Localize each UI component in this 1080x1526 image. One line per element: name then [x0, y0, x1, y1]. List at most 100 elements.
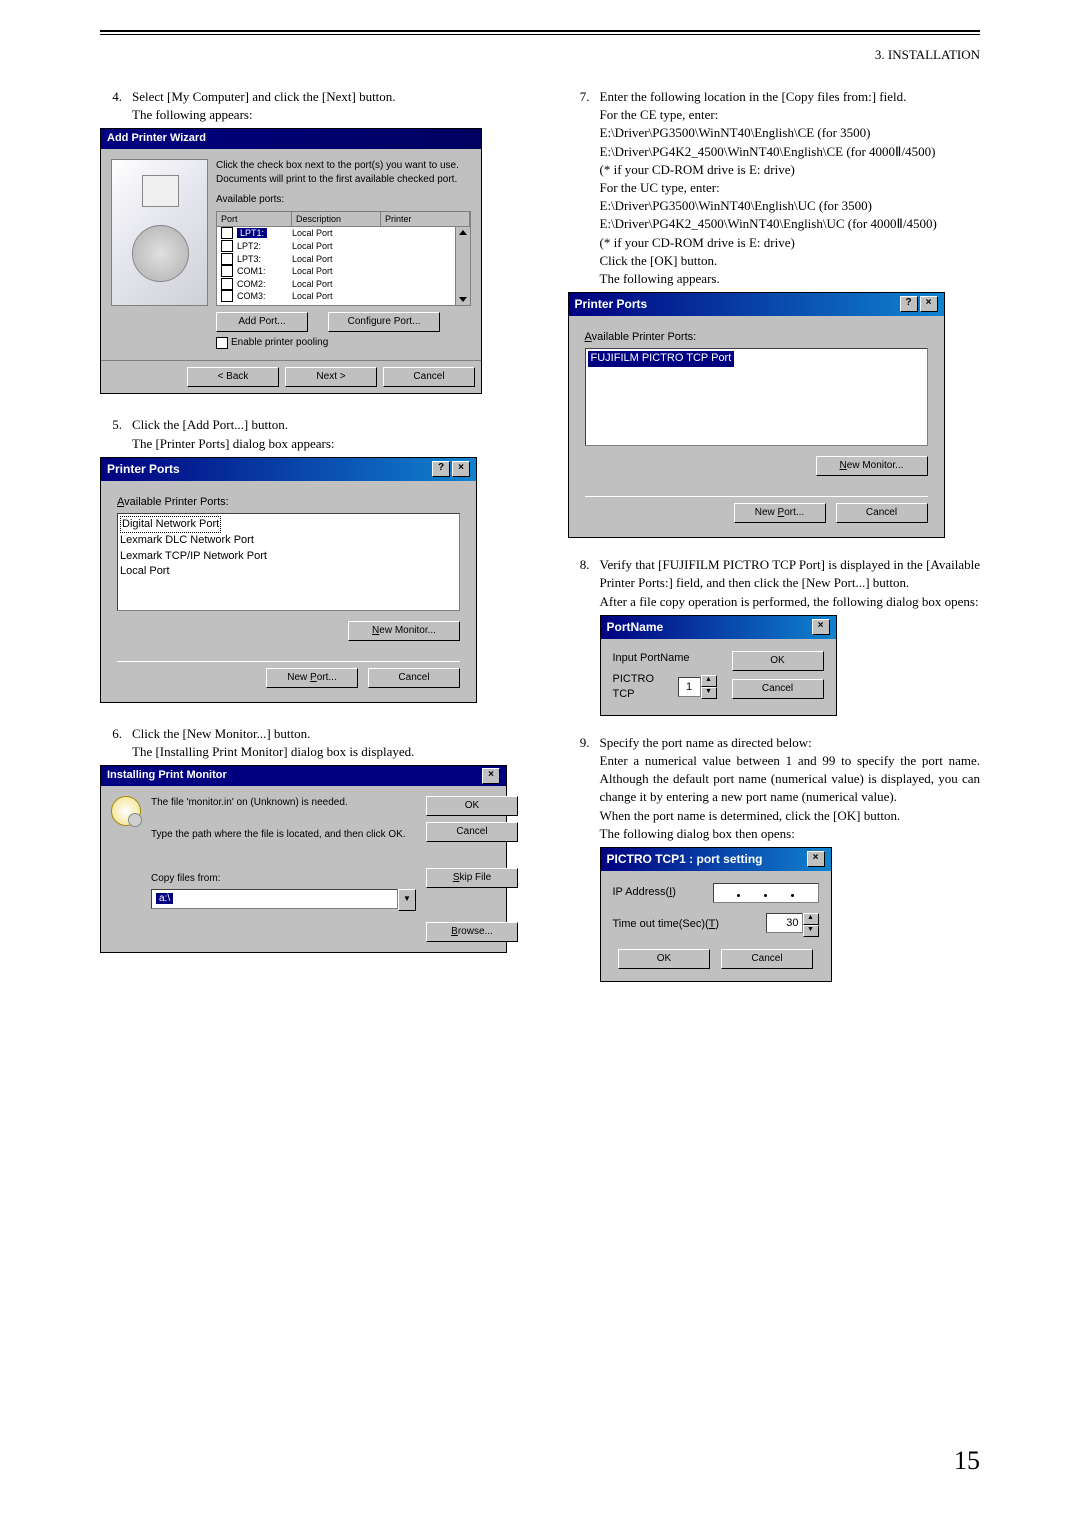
ok-button[interactable]: OK [618, 949, 710, 969]
available-ports-list[interactable]: Digital Network Port Lexmark DLC Network… [117, 513, 460, 611]
step-7-l10: Click the [OK] button. [600, 253, 718, 268]
step-4-sub: The following appears: [132, 107, 253, 122]
cancel-button[interactable]: Cancel [383, 367, 475, 387]
left-column: 4. Select [My Computer] and click the [N… [100, 88, 513, 982]
close-icon[interactable]: × [812, 619, 830, 635]
ip-address-label: IP Address(I) [613, 885, 713, 900]
skip-file-button[interactable]: Skip File [426, 868, 518, 888]
timeout-value[interactable]: 30 [766, 913, 803, 933]
step-6-sub: The [Installing Print Monitor] dialog bo… [132, 744, 414, 759]
port-setting-dialog: PICTRO TCP1 : port setting × IP Address(… [600, 847, 832, 982]
step-5-text: Click the [Add Port...] button. [132, 417, 288, 432]
port-checkbox[interactable] [221, 265, 233, 277]
step-7-num: 7. [568, 88, 600, 288]
cancel-button[interactable]: Cancel [426, 822, 518, 842]
wizard-image [111, 159, 208, 306]
next-button[interactable]: Next > [285, 367, 377, 387]
ip-address-input[interactable] [713, 883, 819, 903]
back-button[interactable]: < Back [187, 367, 279, 387]
port-lpt3: LPT3: [237, 253, 292, 266]
port-checkbox[interactable] [221, 240, 233, 252]
close-icon[interactable]: × [920, 296, 938, 312]
scrollbar[interactable] [455, 227, 470, 305]
new-port-button[interactable]: New Port... [266, 668, 358, 688]
portname-dialog: PortName × Input PortName PICTRO TCP 1 ▲… [600, 615, 837, 716]
list-item[interactable]: Lexmark TCP/IP Network Port [120, 549, 457, 564]
new-port-button[interactable]: New Port... [734, 503, 826, 523]
ok-button[interactable]: OK [732, 651, 824, 671]
cancel-button[interactable]: Cancel [721, 949, 813, 969]
pooling-label: Enable printer pooling [231, 337, 328, 348]
port-lpt1[interactable]: LPT1: [237, 228, 267, 238]
copy-from-label: Copy files from: [151, 872, 416, 886]
step-7-l2: For the CE type, enter: [600, 107, 719, 122]
col-printer: Printer [381, 212, 470, 228]
port-checkbox[interactable] [221, 278, 233, 290]
port-checkbox[interactable] [221, 290, 233, 302]
list-item[interactable]: Local Port [120, 564, 457, 579]
spinner-down-icon[interactable]: ▼ [701, 687, 717, 699]
step-7-l5: (* if your CD-ROM drive is E: drive) [600, 162, 795, 177]
step-8-l2: After a file copy operation is performed… [600, 594, 979, 609]
header-rule-bottom [100, 34, 980, 35]
cancel-button[interactable]: Cancel [732, 679, 824, 699]
port-com3: COM3: [237, 290, 292, 303]
step-4-num: 4. [100, 88, 132, 124]
step-7-l6: For the UC type, enter: [600, 180, 720, 195]
step-8-l1: Verify that [FUJIFILM PICTRO TCP Port] i… [600, 557, 981, 590]
browse-button[interactable]: Browse... [426, 922, 518, 942]
portname-value[interactable]: 1 [678, 677, 701, 697]
list-item[interactable]: Lexmark DLC Network Port [120, 533, 457, 548]
cancel-button[interactable]: Cancel [836, 503, 928, 523]
timeout-label: Time out time(Sec)(T) [613, 917, 743, 932]
add-port-button[interactable]: Add Port... [216, 312, 308, 332]
right-column: 7. Enter the following location in the [… [568, 88, 981, 982]
disk-icon [111, 796, 141, 826]
step-7-l7: E:\Driver\PG3500\WinNT40\English\UC (for… [600, 198, 872, 213]
wizard-title: Add Printer Wizard [101, 129, 481, 148]
ipm-title: Installing Print Monitor [107, 768, 227, 784]
portname-prefix: PICTRO TCP [613, 672, 676, 703]
available-ports-list[interactable]: FUJIFILM PICTRO TCP Port [585, 348, 928, 446]
step-9-l2: Enter a numerical value between 1 and 99… [600, 753, 981, 804]
header-rule-top [100, 30, 980, 32]
step-5-sub: The [Printer Ports] dialog box appears: [132, 436, 335, 451]
dropdown-icon[interactable]: ▼ [398, 889, 416, 911]
ipm-msg2: Type the path where the file is located,… [151, 828, 416, 842]
spinner-up-icon[interactable]: ▲ [803, 913, 819, 925]
ipm-msg: The file 'monitor.in' on (Unknown) is ne… [151, 796, 416, 810]
step-8-num: 8. [568, 556, 600, 611]
wizard-intro1: Click the check box next to the port(s) … [216, 159, 471, 173]
close-icon[interactable]: × [482, 768, 500, 784]
portname-title: PortName [607, 619, 664, 636]
step-7-l4: E:\Driver\PG4K2_4500\WinNT40\English\CE … [600, 144, 936, 159]
port-table: Port Description Printer LPT1:Local Port… [216, 211, 471, 307]
step-6-text: Click the [New Monitor...] button. [132, 726, 310, 741]
add-printer-wizard-dialog: Add Printer Wizard Click the check box n… [100, 128, 482, 394]
chapter-header: 3. INSTALLATION [100, 47, 980, 63]
port-checkbox[interactable] [221, 227, 233, 239]
spinner-down-icon[interactable]: ▼ [803, 925, 819, 937]
step-7-l8: E:\Driver\PG4K2_4500\WinNT40\English\UC … [600, 216, 937, 231]
spinner-up-icon[interactable]: ▲ [701, 675, 717, 687]
col-port: Port [217, 212, 292, 228]
help-icon[interactable]: ? [900, 296, 918, 312]
list-item[interactable]: FUJIFILM PICTRO TCP Port [588, 351, 735, 366]
copy-from-input[interactable]: a:\ [151, 889, 398, 909]
new-monitor-button[interactable]: New Monitor... [816, 456, 928, 476]
printer-ports-title: Printer Ports [575, 296, 648, 313]
step-6-num: 6. [100, 725, 132, 761]
ok-button[interactable]: OK [426, 796, 518, 816]
new-monitor-button[interactable]: New Monitor... [348, 621, 460, 641]
list-item[interactable]: Digital Network Port [120, 516, 221, 533]
step-9-l3: When the port name is determined, click … [600, 808, 901, 823]
cancel-button[interactable]: Cancel [368, 668, 460, 688]
configure-port-button[interactable]: Configure Port... [328, 312, 440, 332]
close-icon[interactable]: × [452, 461, 470, 477]
help-icon[interactable]: ? [432, 461, 450, 477]
page-number: 15 [954, 1446, 980, 1476]
step-7-l3: E:\Driver\PG3500\WinNT40\English\CE (for… [600, 125, 871, 140]
close-icon[interactable]: × [807, 851, 825, 867]
port-checkbox[interactable] [221, 253, 233, 265]
pooling-checkbox[interactable] [216, 337, 228, 349]
